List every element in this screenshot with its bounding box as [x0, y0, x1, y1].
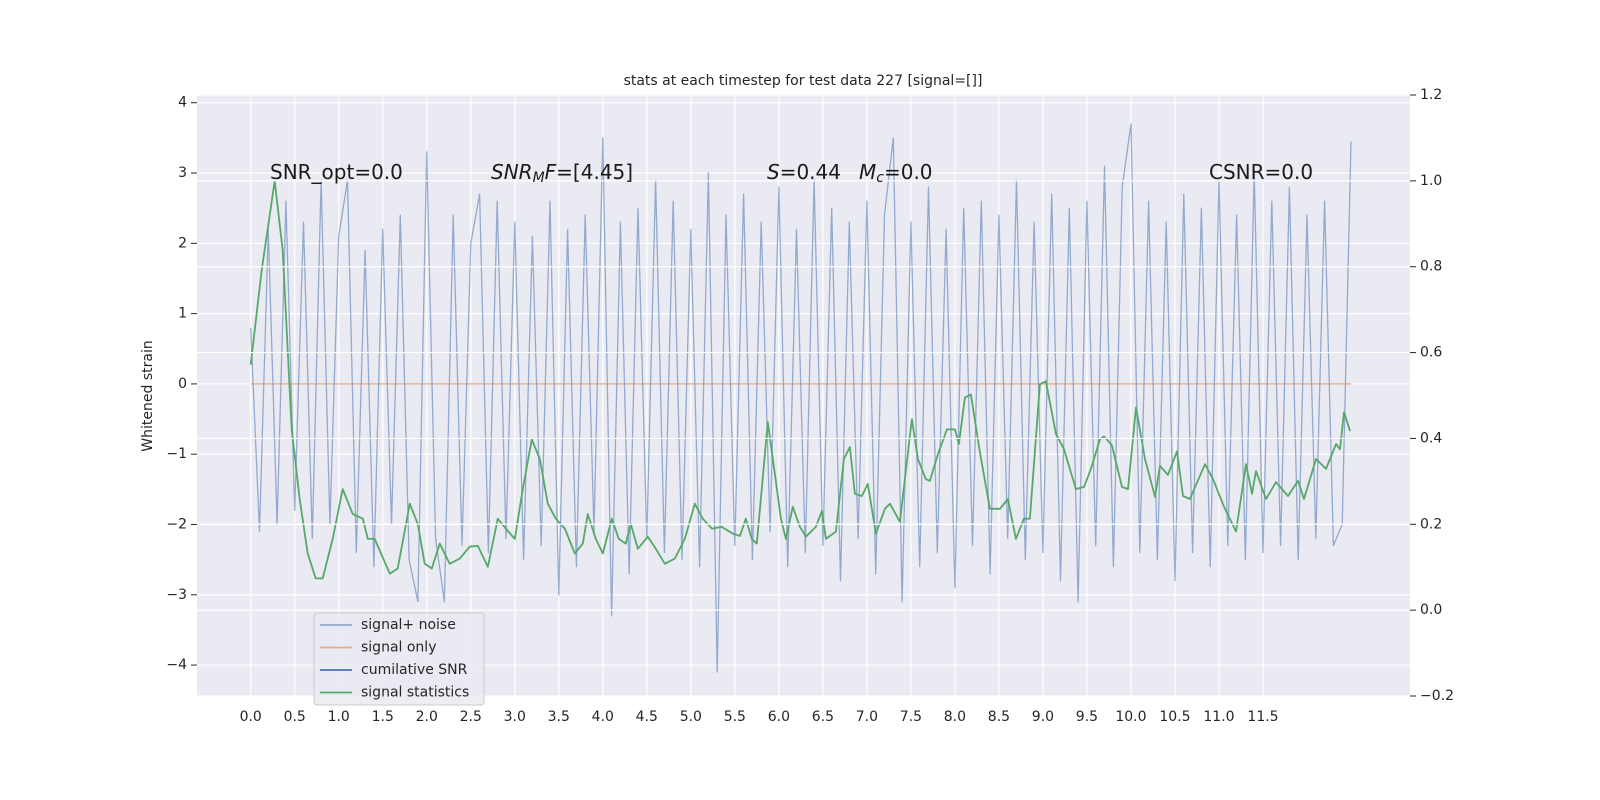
y-tick-label: 3 [178, 165, 187, 181]
y-tick-label: −3 [166, 587, 187, 603]
x-tick-label: 5.5 [724, 709, 746, 725]
annotation-part: =0.0 [884, 160, 933, 184]
x-tick-label: 10.5 [1159, 709, 1190, 725]
x-tick-label: 9.0 [1032, 709, 1054, 725]
x-tick-label: 7.0 [856, 709, 878, 725]
y-axis-label: Whitened strain [140, 340, 156, 451]
x-tick-label: 5.0 [680, 709, 702, 725]
y-tick-label: −2 [166, 516, 187, 532]
x-tick-label: 0.0 [240, 709, 262, 725]
x-tick-label: 2.0 [416, 709, 438, 725]
y2-tick-label: 0.6 [1420, 345, 1442, 361]
x-tick-label: 3.0 [504, 709, 526, 725]
x-tick-label: 8.0 [944, 709, 966, 725]
x-tick-label: 6.5 [812, 709, 834, 725]
x-tick-label: 11.0 [1203, 709, 1234, 725]
series-line [250, 123, 1352, 673]
annotation-part: SNR_opt=0.0 [270, 160, 403, 184]
y2-tick-label: 0.8 [1420, 259, 1442, 275]
x-tick-label: 0.5 [284, 709, 306, 725]
x-tick-label: 1.0 [328, 709, 350, 725]
top-layer: 0.0 0.5 1.0 1.5 2.0 2.5 3.0 3.5 4.0 4.5 5.0 5.5 6.0 6… [166, 87, 1454, 725]
annotation: SNR_opt=0.0 [270, 160, 403, 184]
x-tick-label: 10.0 [1115, 709, 1146, 725]
annotation-part: =0.44 [780, 160, 841, 184]
series-line [249, 180, 1351, 580]
y-tick-label: −4 [166, 657, 187, 673]
annotation: Mc=0.0 [859, 160, 933, 187]
annotation-part: M [859, 160, 876, 184]
data-layer [249, 123, 1352, 673]
legend-label: cumilative SNR [361, 662, 468, 678]
x-tick-label: 4.5 [636, 709, 658, 725]
annotation: CSNR=0.0 [1209, 160, 1313, 184]
y-tick-label: 1 [178, 306, 187, 322]
legend: signal+ noise signal only cumilative SNR si… [313, 612, 485, 706]
x-tick-label: 6.0 [768, 709, 790, 725]
y2-tick-label: −0.2 [1420, 688, 1454, 704]
y2-tick-label: 1.2 [1420, 87, 1442, 103]
x-tick-label: 3.5 [548, 709, 570, 725]
x-tick-label: 11.5 [1247, 709, 1278, 725]
y-tick-label: −1 [166, 446, 187, 462]
legend-label: signal statistics [361, 685, 469, 701]
y-tick-label: 4 [178, 95, 187, 111]
y2-tick-label: 0.2 [1420, 516, 1442, 532]
annotation-part: S [767, 160, 780, 184]
legend-box [313, 612, 485, 706]
annotation-part: c [876, 170, 884, 186]
x-tick-label: 8.5 [988, 709, 1010, 725]
annotation-part: SNR [491, 160, 533, 184]
chart-title: stats at each timestep for test data 227… [624, 73, 983, 89]
annotation-part: =[4.45] [556, 160, 633, 184]
y-tick-label: 0 [178, 376, 187, 392]
annotation-part: CSNR=0.0 [1209, 160, 1313, 184]
annotation: SNRMF=[4.45] [491, 160, 633, 187]
y2-tick-label: 0.4 [1420, 430, 1442, 446]
annotation-part: M [533, 170, 545, 186]
y2-tick-label: 1.0 [1420, 173, 1442, 189]
x-tick-label: 4.0 [592, 709, 614, 725]
x-tick-label: 7.5 [900, 709, 922, 725]
annotation-part: F [545, 160, 557, 184]
legend-label: signal+ noise [361, 617, 456, 633]
legend-label: signal only [361, 640, 436, 656]
plot-area [197, 95, 1410, 696]
x-tick-label: 9.5 [1076, 709, 1098, 725]
y2-tick-label: 0.0 [1420, 602, 1442, 618]
y-tick-label: 2 [178, 235, 187, 251]
x-tick-label: 1.5 [372, 709, 394, 725]
grid-layer [197, 95, 1410, 696]
annotation: S=0.44 [767, 160, 841, 184]
x-tick-label: 2.5 [460, 709, 482, 725]
